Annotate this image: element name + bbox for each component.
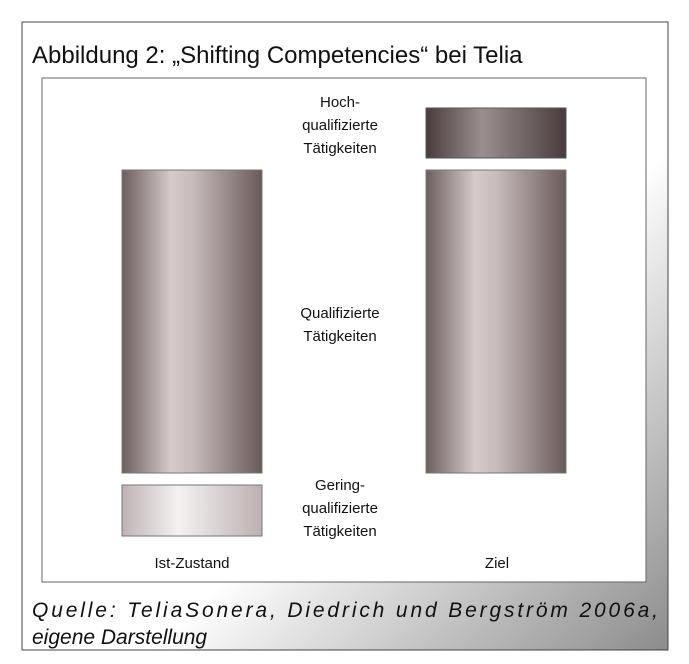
level-label: Tätigkeiten	[303, 328, 376, 345]
level-label: Gering-	[315, 477, 365, 494]
bar-qualified-target	[425, 169, 567, 474]
bar-low-current	[121, 484, 263, 537]
level-label: Tätigkeiten	[303, 523, 376, 540]
level-label: Qualifizierte	[300, 305, 379, 322]
level-label: qualifizierte	[302, 500, 378, 517]
level-label: Hoch-	[320, 94, 360, 111]
title: Abbildung 2: „Shifting Competencies“ bei…	[32, 42, 523, 69]
level-label: qualifizierte	[302, 117, 378, 134]
column-label: Ist-Zustand	[154, 555, 229, 572]
bar-high-target	[425, 107, 567, 159]
level-label: Tätigkeiten	[303, 140, 376, 157]
caption-line: eigene Darstellung	[32, 626, 207, 649]
bar-qualified-current	[121, 169, 263, 474]
column-label: Ziel	[485, 555, 509, 572]
